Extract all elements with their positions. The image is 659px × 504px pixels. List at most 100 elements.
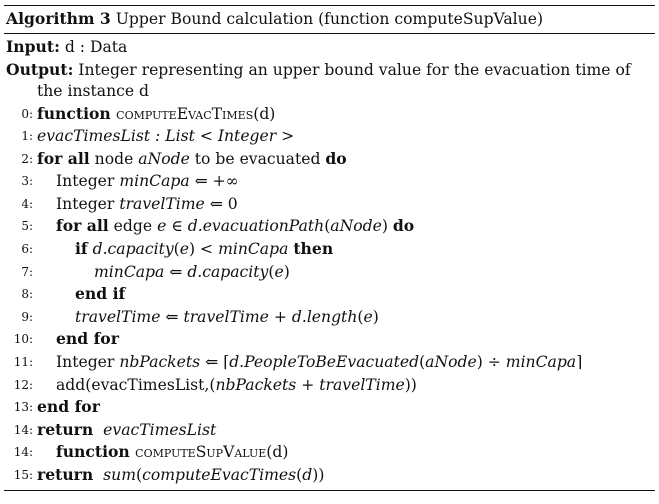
math-identifier: aNode (330, 217, 382, 236)
line-number: 2: (21, 151, 33, 166)
math-identifier: computeEvacTimes (142, 466, 297, 484)
code-lines: 0: function computeEvacTimes(d) 1: evacTime… (4, 103, 655, 487)
caption-rule (4, 33, 655, 34)
keyword: function (37, 103, 117, 123)
line-code: return evacTimesList (37, 419, 216, 442)
math-identifier: d.length (291, 307, 358, 326)
math-identifier: e (363, 307, 373, 326)
line-code: function computeEvacTimes(d) (37, 103, 275, 126)
keyword: do (325, 148, 347, 168)
code-text: to be evacuated (189, 149, 326, 168)
math-identifier: travelTime (319, 375, 405, 394)
math-identifier: evacTimesList : List < Integer > (37, 127, 295, 146)
keyword: for all (56, 216, 109, 236)
line-number: 7: (21, 264, 33, 279)
code-text: (d) (253, 104, 276, 123)
code-text: ⇐ ⌈ (200, 353, 230, 372)
code-text: add(evacTimesList,( (56, 375, 216, 394)
keyword: for all (37, 148, 90, 168)
line-number: 13: (13, 400, 33, 415)
keyword: do (392, 216, 415, 236)
keyword: return (37, 465, 94, 484)
code-line: 8: end if (4, 283, 655, 306)
code-text: ( (296, 466, 303, 484)
line-number: 14: (13, 445, 33, 460)
keyword: if (75, 239, 88, 259)
line-number: 10: (13, 332, 33, 347)
keyword: function (56, 442, 136, 462)
line-code: function computeSupValue(d) (56, 441, 288, 464)
math-identifier: aNode (138, 149, 190, 168)
line-number: 0: (21, 106, 33, 121)
math-identifier: sum (103, 466, 136, 484)
code-line: 14: return evacTimesList (4, 419, 655, 442)
output-text: Integer representing an upper bound valu… (78, 60, 631, 79)
code-line: 1: evacTimesList : List < Integer > (4, 125, 655, 148)
line-code: return sum(computeEvacTimes(d)) (37, 464, 324, 487)
code-line: 5: for all edge e ∈ d.evacuationPath(aNod… (4, 215, 655, 238)
math-identifier: minCapa (218, 240, 289, 259)
math-identifier: minCapa (505, 353, 577, 372)
code-text: ( (173, 240, 180, 259)
code-text: ⇐ (164, 262, 188, 281)
math-identifier: travelTime (119, 194, 205, 213)
math-identifier: aNode (425, 353, 477, 372)
math-identifier: minCapa (94, 262, 165, 281)
line-code: for all edge e ∈ d.evacuationPath(aNode)… (56, 215, 414, 238)
code-text: Integer (56, 353, 120, 372)
code-text: Integer (56, 194, 120, 213)
line-number: 8: (21, 287, 33, 302)
math-identifier: e (274, 262, 284, 281)
caption-label: Algorithm 3 (6, 9, 111, 28)
code-text: ∈ (166, 217, 188, 236)
input-label: Input: (6, 37, 60, 56)
code-text: ( (419, 353, 426, 372)
code-text: edge (108, 217, 158, 236)
output-line-continued: the instance d (4, 81, 655, 103)
code-text: ) < (188, 240, 219, 259)
code-text: ( (268, 262, 275, 281)
line-code: Integer travelTime ⇐ 0 (56, 193, 238, 216)
output-label: Output: (6, 59, 74, 79)
math-identifier: d (302, 466, 313, 484)
code-text: ( (136, 466, 143, 484)
line-number: 1: (21, 129, 33, 144)
code-text: node (89, 149, 139, 168)
input-text: d : Data (64, 38, 128, 56)
code-text: ⇐ 0 (204, 194, 238, 213)
line-number: 5: (21, 219, 33, 234)
algorithm-body: Input: d : Data Output: Integer represen… (4, 34, 655, 487)
code-text (93, 421, 103, 439)
math-identifier: nbPackets (215, 375, 297, 394)
code-text: )) (404, 375, 417, 394)
math-identifier: d.capacity (92, 240, 174, 259)
line-number: 6: (21, 242, 33, 257)
keyword: return (37, 419, 94, 439)
math-identifier: e (157, 217, 167, 236)
code-text: ( (324, 217, 331, 236)
code-line: 13: end for (4, 396, 655, 419)
code-line: 11: Integer nbPackets ⇐ ⌈d.PeopleToBeEvac… (4, 351, 655, 374)
code-text: + (268, 307, 292, 326)
line-code: end for (37, 396, 100, 419)
math-identifier: travelTime (183, 307, 269, 326)
output-text-continued: the instance d (37, 82, 150, 100)
caption-text: Upper Bound calculation (function comput… (115, 10, 544, 28)
line-code: if d.capacity(e) < minCapa then (75, 238, 333, 261)
code-line: 3: Integer minCapa ⇐ +∞ (4, 170, 655, 193)
math-identifier: minCapa (119, 172, 190, 191)
code-line: 4: Integer travelTime ⇐ 0 (4, 193, 655, 216)
code-text: + (296, 375, 320, 394)
code-line: 7: minCapa ⇐ d.capacity(e) (4, 261, 655, 284)
line-code: for all node aNode to be evacuated do (37, 148, 347, 171)
code-text: ⇐ (160, 307, 184, 326)
code-text: (d) (266, 443, 289, 462)
line-number: 11: (13, 355, 33, 370)
line-code: Integer nbPackets ⇐ ⌈d.PeopleToBeEvacuat… (56, 351, 582, 374)
code-text: ( (357, 307, 364, 326)
line-number: 15: (13, 468, 33, 482)
code-text: ) (372, 307, 379, 326)
line-number: 14: (13, 422, 33, 437)
code-text: ) ÷ (476, 353, 506, 372)
output-line: Output: Integer representing an upper bo… (4, 59, 655, 82)
